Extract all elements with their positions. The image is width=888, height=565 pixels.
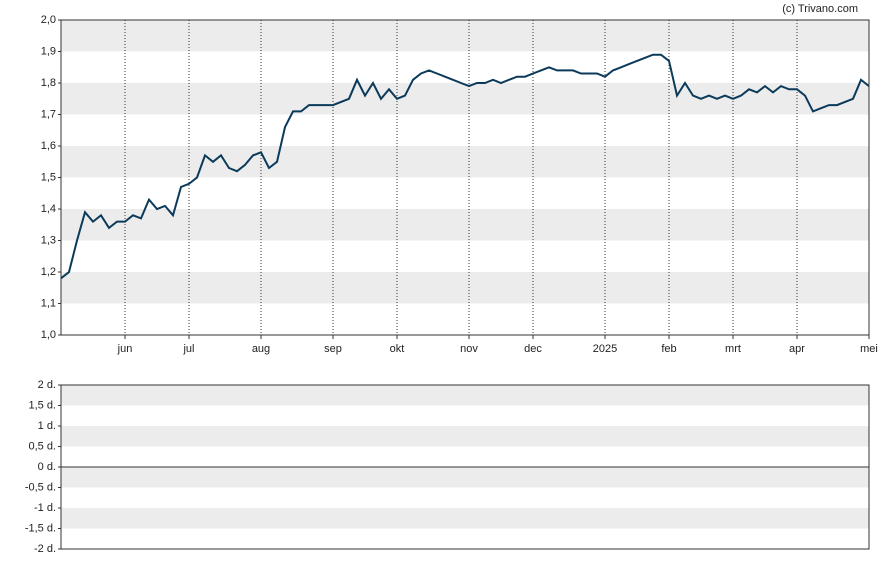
y-tick-label: 1,5 d. xyxy=(28,399,56,411)
y-tick-label: 0,5 d. xyxy=(28,440,56,452)
y-tick-label: 1,4 xyxy=(41,203,56,215)
grid-band xyxy=(61,508,869,529)
y-tick-label: 1,0 xyxy=(41,329,56,341)
y-tick-label: 1,9 xyxy=(41,45,56,57)
y-tick-label: 1,3 xyxy=(41,234,56,246)
y-tick-label: 1 d. xyxy=(38,420,56,432)
plot-frame xyxy=(60,19,870,336)
y-tick-label: -2 d. xyxy=(34,543,56,555)
x-tick-label: feb xyxy=(661,343,676,355)
grid-band xyxy=(61,146,869,178)
x-tick-label: apr xyxy=(789,343,805,355)
y-tick-label: 0 d. xyxy=(38,461,56,473)
grid-band xyxy=(61,209,869,241)
y-tick-label: 1,5 xyxy=(41,171,56,183)
x-tick-label: mei xyxy=(860,343,878,355)
y-tick-label: -0,5 d. xyxy=(25,481,56,493)
y-tick-label: 2,0 xyxy=(41,14,56,26)
x-tick-label: dec xyxy=(524,343,542,355)
x-tick-label: jun xyxy=(117,343,133,355)
y-tick-label: 1,6 xyxy=(41,140,56,152)
grid-band xyxy=(61,272,869,304)
y-tick-label: 1,8 xyxy=(41,77,56,89)
plot-frame xyxy=(60,384,870,550)
x-tick-label: nov xyxy=(460,343,478,355)
x-tick-label: jul xyxy=(182,343,194,355)
grid-band xyxy=(61,83,869,115)
grid-band xyxy=(61,20,869,52)
grid-band xyxy=(61,426,869,447)
source: (c) Trivano.com xyxy=(782,3,858,15)
price-line xyxy=(60,53,870,280)
x-tick-label: sep xyxy=(324,343,342,355)
y-tick-label: -1 d. xyxy=(34,502,56,514)
grid-band xyxy=(61,385,869,406)
y-tick-label: 1,2 xyxy=(41,266,56,278)
x-tick-label: aug xyxy=(252,343,270,355)
y-tick-label: 2 d. xyxy=(38,379,56,391)
y-tick-label: -1,5 d. xyxy=(25,522,56,534)
x-tick-label: mrt xyxy=(725,343,741,355)
y-tick-label: 1,7 xyxy=(41,108,56,120)
grid-band xyxy=(61,467,869,488)
x-tick-label: okt xyxy=(390,343,405,355)
y-tick-label: 1,1 xyxy=(41,297,56,309)
x-tick-label: 2025 xyxy=(593,343,617,355)
